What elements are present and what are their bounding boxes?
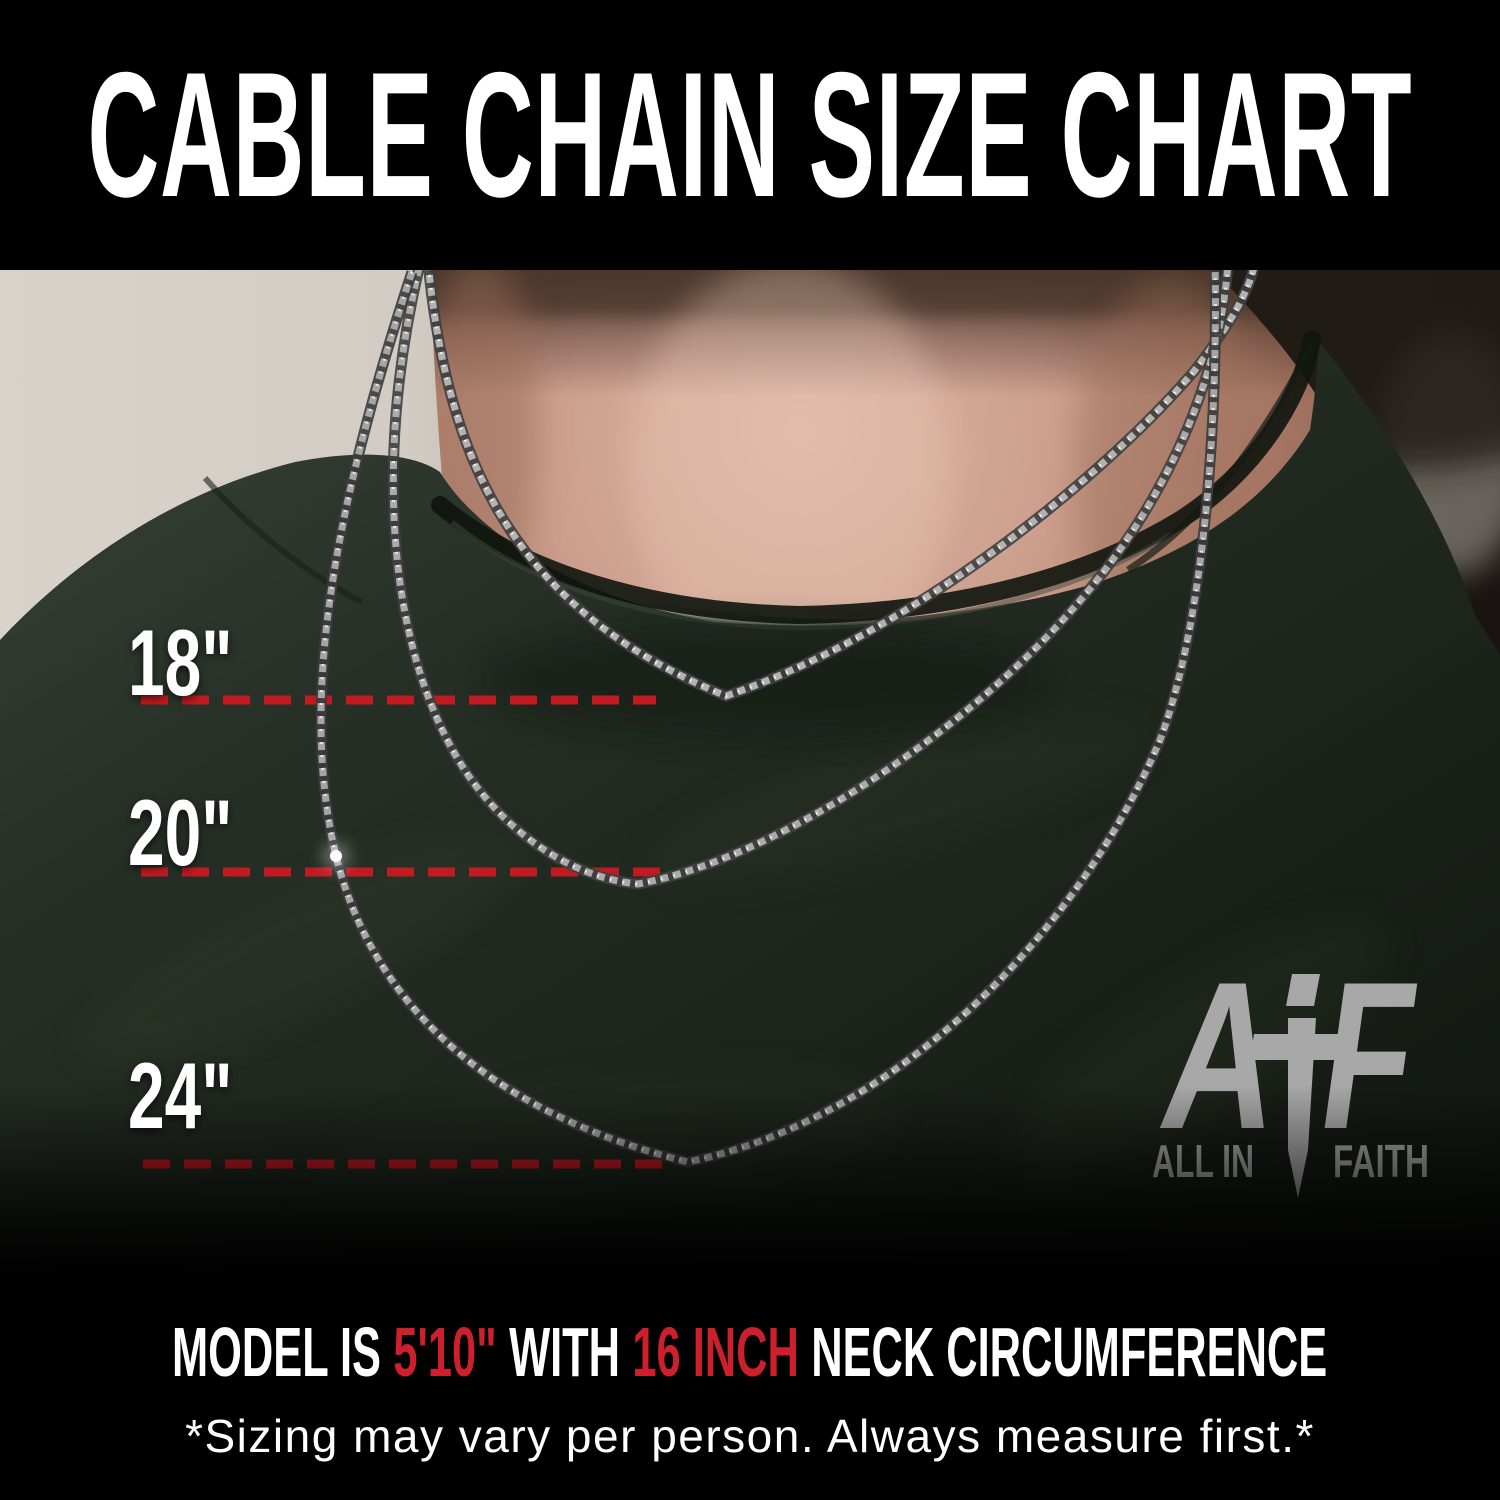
model-info-text: MODEL IS	[172, 1313, 382, 1391]
shoulder-seam-right	[1126, 343, 1316, 573]
shoulder-seam-left	[202, 476, 364, 605]
neck-highlight	[630, 262, 950, 620]
model-info-text: WITH	[509, 1313, 621, 1391]
model-height-value: 5'10"	[393, 1313, 498, 1391]
title-bar: CABLE CHAIN SIZE CHART	[0, 0, 1500, 270]
size-label-18: 18"	[128, 610, 233, 715]
page-title: CABLE CHAIN SIZE CHART	[87, 35, 1413, 234]
photo-bottom-fade	[0, 1085, 1500, 1275]
footer-bar: MODEL IS 5'10" WITH 16 INCH NECK CIRCUMF…	[0, 1273, 1500, 1500]
collar-edge	[431, 331, 1321, 625]
sizing-disclaimer: *Sizing may vary per person. Always meas…	[185, 1410, 1315, 1462]
model-neck-value: 16 INCH	[632, 1313, 800, 1391]
chain-sparkle	[323, 843, 349, 869]
model-info-text: NECK CIRCUMFERENCE	[811, 1313, 1328, 1391]
size-label-20: 20"	[128, 780, 233, 885]
model-info-line: MODEL IS 5'10" WITH 16 INCH NECK CIRCUMF…	[172, 1317, 1327, 1387]
size-label-24: 24"	[128, 1043, 233, 1148]
